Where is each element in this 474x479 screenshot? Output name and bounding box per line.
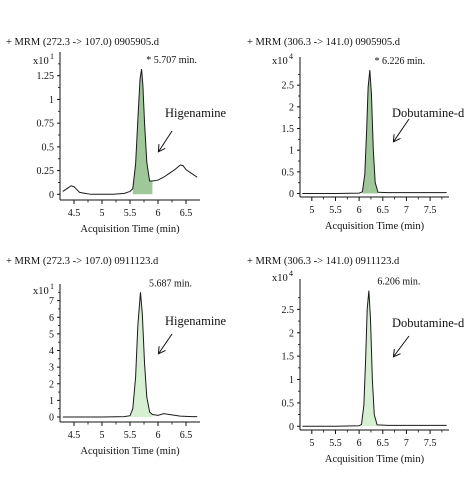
y-tick-label: 6 — [49, 313, 54, 324]
x-tick-label: 5 — [100, 208, 105, 219]
y-tick-label: 1 — [49, 396, 54, 407]
x-tick-label: 5.5 — [124, 208, 137, 219]
y-tick-label: 4 — [49, 346, 54, 357]
x-tick-label: 7 — [404, 438, 409, 449]
x-tick-label: 7.5 — [424, 205, 437, 216]
y-tick-label: 0 — [289, 189, 294, 200]
panel-header: + MRM (306.3 -> 141.0) 0911123.d — [247, 256, 400, 267]
y-tick-label: 2.5 — [282, 81, 295, 92]
y-tick-label: 2 — [289, 328, 294, 339]
y-tick-label: 2.5 — [282, 305, 295, 316]
peak-area-fill — [130, 292, 153, 418]
x-tick-label: 6 — [357, 205, 362, 216]
x-axis-label: Acquisition Time (min) — [80, 224, 180, 235]
y-tick-label: 0.5 — [42, 142, 55, 153]
y-scale-label: x10 — [33, 286, 49, 297]
peak-label: * 6.226 min. — [375, 56, 426, 67]
x-tick-label: 5 — [309, 205, 314, 216]
x-tick-label: 5 — [100, 430, 105, 441]
y-tick-label: 0 — [289, 422, 294, 433]
x-tick-label: 5.5 — [124, 430, 137, 441]
y-scale-label: x10 — [272, 56, 288, 67]
x-tick-label: 6 — [156, 430, 161, 441]
annotation-arrow — [394, 335, 410, 356]
y-tick-label: 0.25 — [37, 166, 55, 177]
x-tick-label: 5.5 — [329, 438, 342, 449]
y-tick-label: 0.75 — [37, 119, 55, 130]
y-tick-label: 1.5 — [282, 124, 295, 135]
x-axis-label: Acquisition Time (min) — [80, 446, 180, 457]
y-tick-label: 7 — [49, 296, 54, 307]
y-tick-label: 0 — [49, 413, 54, 424]
y-scale-label: x10 — [272, 273, 288, 284]
y-tick-label: 0 — [49, 190, 54, 201]
x-tick-label: 4.5 — [68, 430, 81, 441]
x-tick-label: 6.5 — [377, 205, 390, 216]
x-tick-label: 5.5 — [329, 205, 342, 216]
x-tick-label: 6.5 — [377, 438, 390, 449]
x-tick-label: 6.5 — [180, 430, 193, 441]
y-tick-label: 1 — [289, 146, 294, 157]
y-tick-label: 0.5 — [282, 167, 295, 178]
panel-header: + MRM (272.3 -> 107.0) 0905905.d — [6, 37, 160, 48]
peak-label: 6.206 min. — [377, 277, 420, 288]
x-tick-label: 5 — [309, 438, 314, 449]
peak-label: * 5.707 min. — [146, 55, 197, 66]
peak-area-fill — [132, 69, 153, 195]
y-scale-label: x10 — [33, 56, 49, 67]
y-scale-exponent: 4 — [289, 52, 293, 61]
annotation-arrow — [159, 130, 173, 151]
peak-area-fill — [362, 70, 379, 194]
compound-annotation: Higenamine — [165, 314, 227, 328]
y-scale-exponent: 1 — [50, 282, 54, 291]
compound-annotation: Dobutamine-d — [392, 316, 465, 330]
chromatogram-trace — [302, 69, 447, 195]
y-tick-label: 1 — [289, 375, 294, 386]
y-tick-label: 2 — [289, 102, 294, 113]
y-tick-label: 1.25 — [37, 71, 55, 82]
chromatogram-trace — [62, 292, 198, 418]
y-tick-label: 1.5 — [282, 352, 295, 363]
peak-area-fill — [361, 290, 378, 427]
x-tick-label: 7.5 — [424, 438, 437, 449]
x-axis-label: Acquisition Time (min) — [325, 454, 425, 465]
compound-annotation: Dobutamine-d — [392, 106, 465, 120]
y-tick-label: 3 — [49, 363, 54, 374]
annotation-arrow — [394, 118, 410, 141]
chromatogram-trace — [302, 290, 447, 427]
panel-header: + MRM (306.3 -> 141.0) 0905905.d — [247, 37, 401, 48]
compound-annotation: Higenamine — [165, 106, 227, 120]
x-tick-label: 7 — [404, 205, 409, 216]
x-axis-label: Acquisition Time (min) — [325, 221, 425, 232]
annotation-arrow — [159, 333, 173, 353]
y-tick-label: 1 — [49, 95, 54, 106]
y-scale-exponent: 1 — [50, 52, 54, 61]
y-tick-label: 0.5 — [282, 398, 295, 409]
panel-header: + MRM (272.3 -> 107.0) 0911123.d — [6, 256, 159, 267]
y-tick-label: 5 — [49, 329, 54, 340]
y-scale-exponent: 4 — [289, 269, 293, 278]
x-tick-label: 6 — [357, 438, 362, 449]
chromatogram-panel-2: + MRM (306.3 -> 141.0) 0905905.d x10 4 0 0.5… — [247, 37, 465, 232]
x-tick-label: 4.5 — [68, 208, 81, 219]
x-tick-label: 6 — [156, 208, 161, 219]
y-tick-label: 2 — [49, 379, 54, 390]
peak-label: 5.687 min. — [149, 278, 192, 289]
chromatogram-panel-4: + MRM (306.3 -> 141.0) 0911123.d x10 4 0 0.5… — [247, 256, 465, 465]
x-tick-label: 6.5 — [180, 208, 193, 219]
chromatogram-trace — [62, 68, 198, 195]
